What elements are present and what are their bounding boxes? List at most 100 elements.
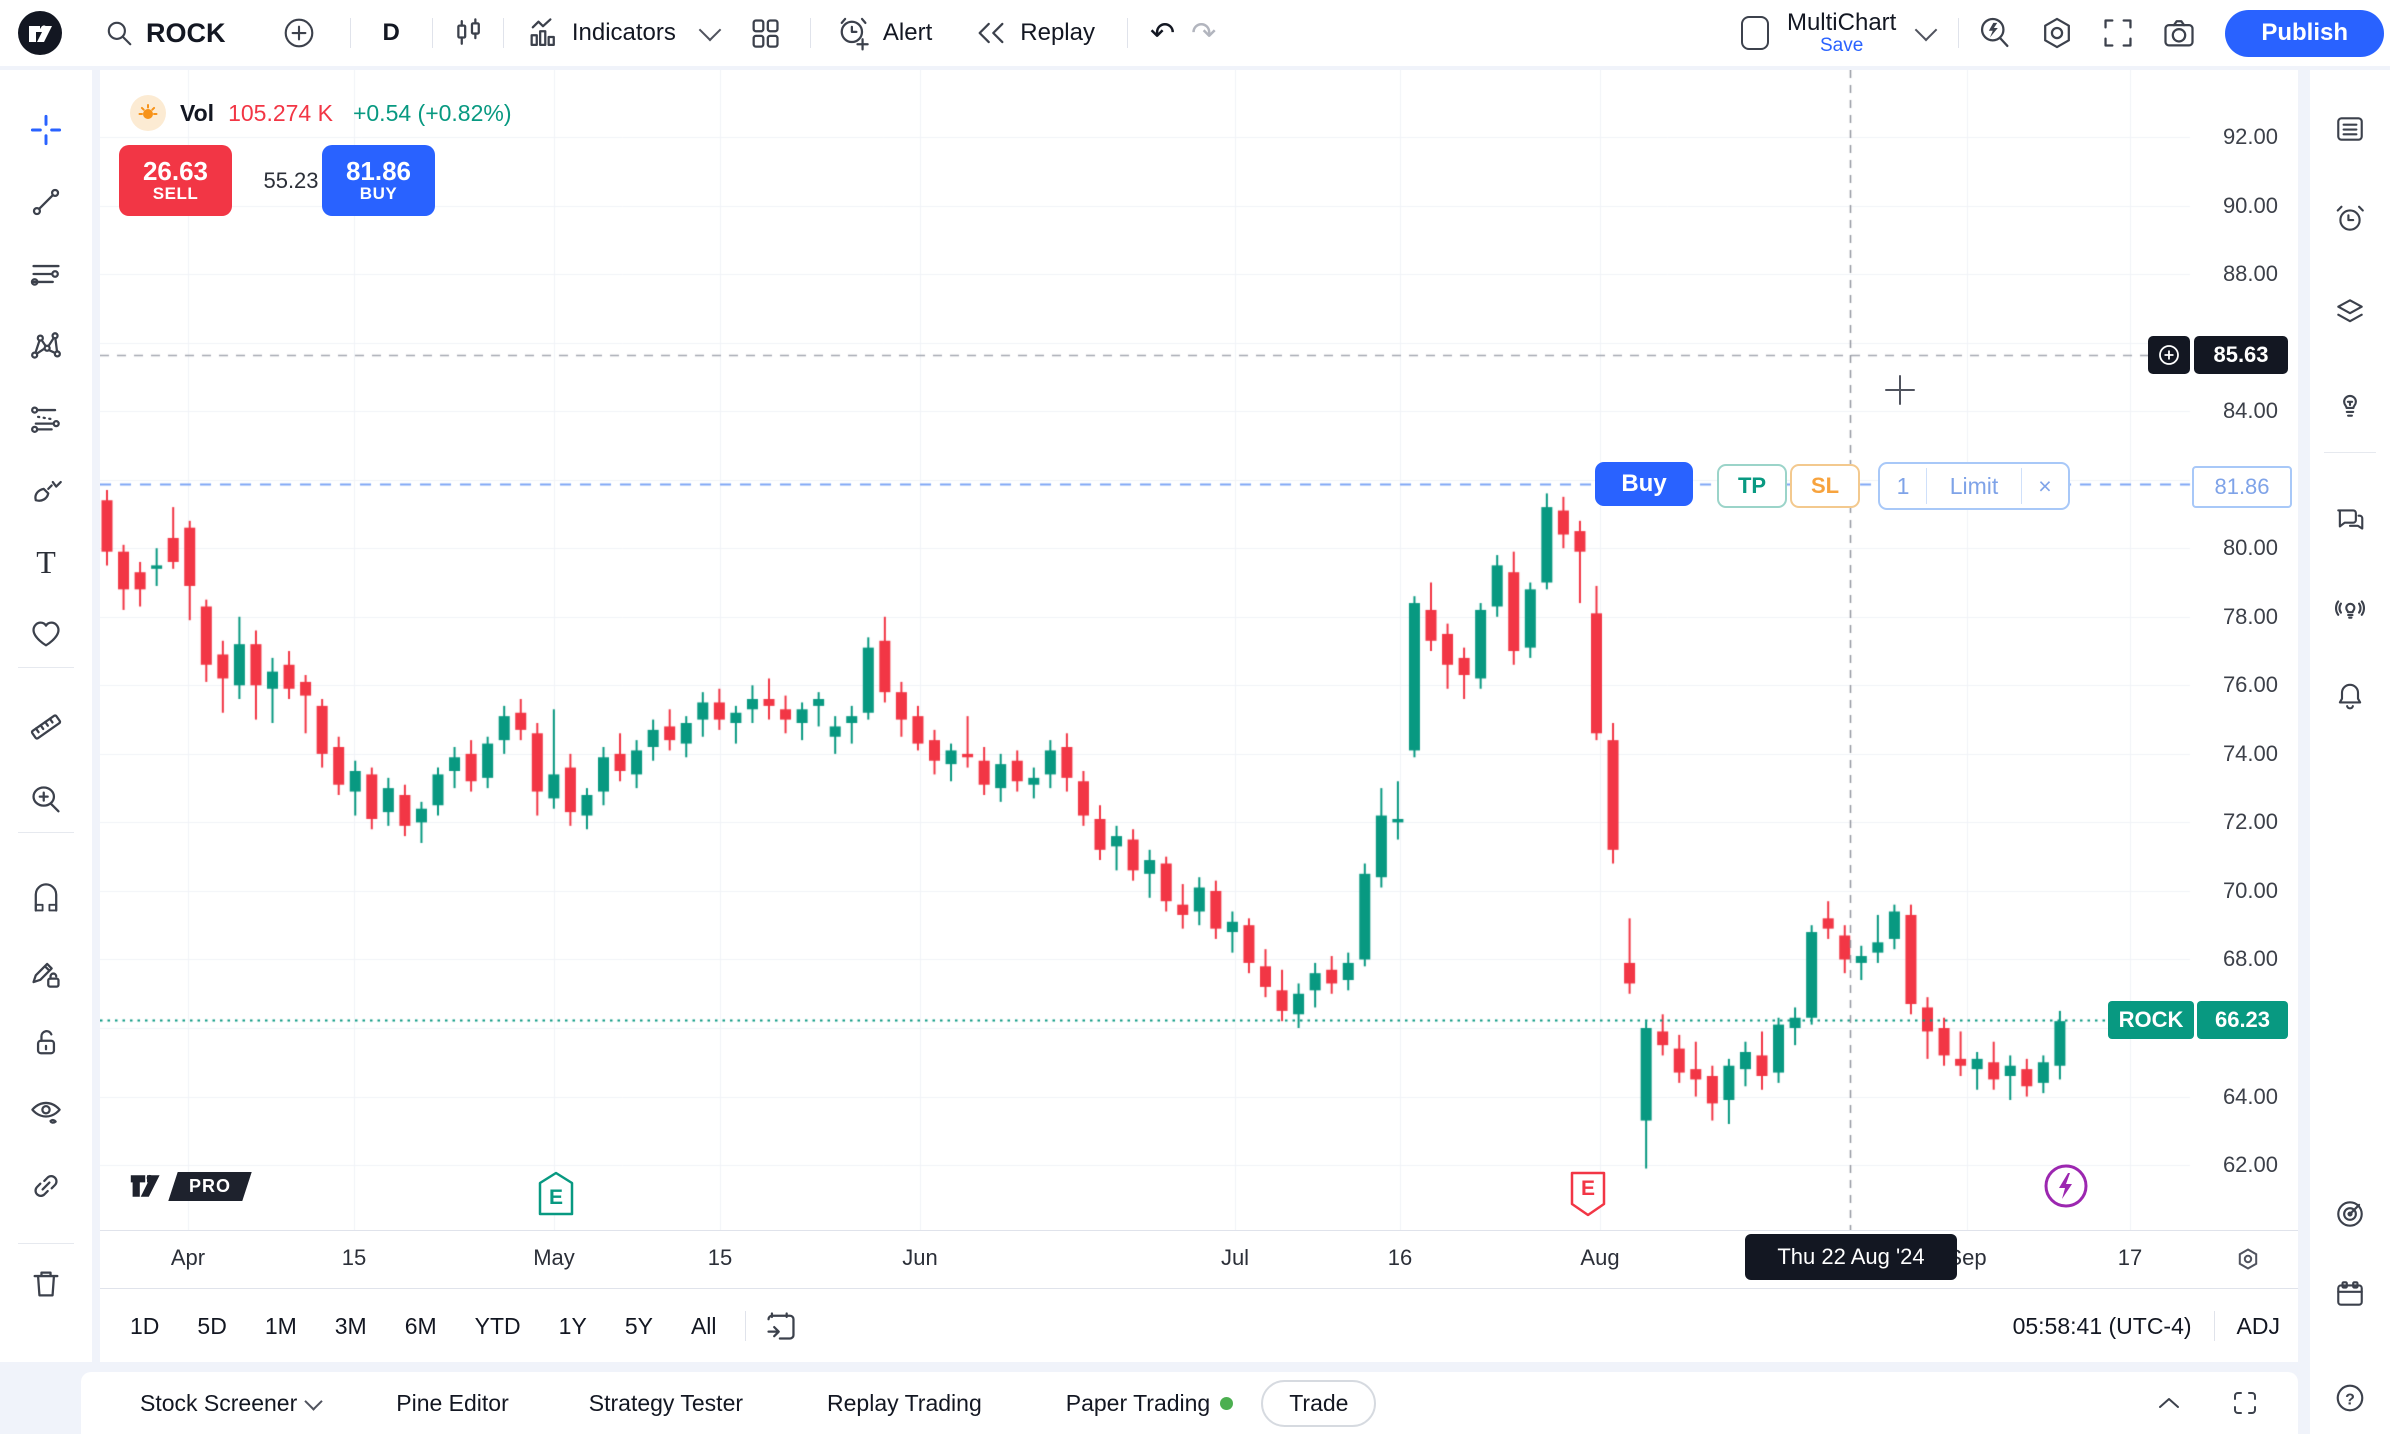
zoom-in-tool-icon[interactable]	[29, 783, 63, 817]
layout-chevron-icon[interactable]	[1915, 18, 1938, 42]
add-alert-plus-icon[interactable]	[2148, 336, 2190, 374]
ideas-lightbulb-icon[interactable]	[2334, 389, 2366, 421]
price-axis-label: 80.00	[2222, 535, 2278, 561]
projection-tool-icon[interactable]	[29, 401, 63, 435]
candlestick-chart[interactable]	[100, 70, 2298, 1230]
compare-add-icon[interactable]	[282, 16, 316, 50]
widget-divider	[1926, 468, 1927, 504]
range-button-5y[interactable]: 5Y	[624, 1312, 653, 1339]
remove-drawings-trash-icon[interactable]	[29, 1267, 63, 1301]
calendar-icon[interactable]	[2334, 1278, 2366, 1310]
indicators-button[interactable]: Indicators	[526, 16, 676, 50]
time-axis-label: Jun	[902, 1245, 938, 1270]
chart-legend: Vol 105.274 K +0.54 (+0.82%)	[130, 95, 512, 131]
market-session-sun-icon[interactable]	[130, 95, 166, 131]
indicator-templates-icon[interactable]	[748, 16, 782, 50]
tab-pine-editor[interactable]: Pine Editor	[396, 1389, 509, 1416]
time-axis-label: 17	[2117, 1245, 2143, 1270]
tab-strategy-tester[interactable]: Strategy Tester	[588, 1389, 744, 1416]
lock-all-icon[interactable]	[29, 1026, 63, 1060]
measure-ruler-icon[interactable]	[29, 710, 63, 744]
order-type-label[interactable]: Limit	[1949, 472, 1999, 499]
watchlist-icon[interactable]	[2334, 113, 2366, 145]
undo-icon[interactable]: ↶	[1149, 16, 1176, 50]
symbol-search[interactable]: ROCK	[104, 18, 226, 49]
range-button-all[interactable]: All	[690, 1312, 717, 1339]
sell-price: 26.63	[142, 155, 209, 186]
hide-drawings-eye-icon[interactable]	[29, 1095, 63, 1129]
range-toolbar: 1D 5D 1M 3M 6M YTD 1Y 5Y All 05:58:41 (UTC-4) AD…	[100, 1288, 2298, 1363]
time-axis-label: 16	[1387, 1245, 1413, 1270]
chart-type-icon[interactable]	[451, 16, 485, 50]
redo-icon[interactable]: ↷	[1191, 16, 1217, 50]
tab-paper-trading[interactable]: Paper Trading	[1066, 1390, 1234, 1417]
order-tp-chip[interactable]: TP	[1717, 464, 1787, 508]
layers-hotlist-icon[interactable]	[2334, 295, 2366, 327]
interval-button[interactable]: D	[382, 19, 400, 46]
crosshair-price-axis-label: 85.63	[2194, 336, 2288, 374]
range-button-1m[interactable]: 1M	[264, 1312, 297, 1339]
order-sl-chip[interactable]: SL	[1790, 464, 1860, 508]
save-button[interactable]: Save	[1819, 34, 1864, 56]
toolbar-divider	[2213, 1311, 2215, 1341]
time-axis[interactable]: Apr 15 May 15 Jun Jul 16 Aug Sep 17	[100, 1230, 2298, 1289]
pattern-tool-icon[interactable]	[29, 329, 63, 363]
event-lightning-badge[interactable]	[2043, 1163, 2089, 1209]
price-axis-label: 74.00	[2222, 740, 2278, 766]
order-buy-button[interactable]: Buy	[1595, 462, 1693, 506]
horizontal-lines-tool-icon[interactable]	[29, 257, 63, 291]
range-button-3m[interactable]: 3M	[334, 1312, 367, 1339]
bottom-panel: Stock Screener Pine Editor Strategy Test…	[81, 1372, 2298, 1434]
order-quantity[interactable]: 1	[1896, 472, 1910, 499]
magnet-tool-icon[interactable]	[29, 881, 63, 915]
snapshot-camera-icon[interactable]	[2161, 15, 2197, 51]
replay-label: Replay	[1020, 19, 1095, 46]
layout-checkbox-icon[interactable]	[1739, 13, 1771, 53]
alert-button[interactable]: Alert	[835, 15, 932, 51]
earnings-badge-may[interactable]: E	[536, 1170, 576, 1218]
collapse-panel-chevron-icon[interactable]	[2154, 1388, 2184, 1418]
go-to-date-icon[interactable]	[764, 1309, 798, 1343]
publish-button[interactable]: Publish	[2225, 9, 2384, 57]
maximize-panel-icon[interactable]	[2230, 1388, 2260, 1418]
buy-price: 81.86	[345, 155, 412, 186]
quick-search-icon[interactable]	[1977, 15, 2013, 51]
layout-menu[interactable]: MultiChart Save	[1787, 10, 1896, 55]
adjusted-data-toggle[interactable]: ADJ	[2236, 1312, 2280, 1339]
fullscreen-icon[interactable]	[2101, 16, 2135, 50]
brush-tool-icon[interactable]	[29, 473, 63, 507]
tab-replay-trading[interactable]: Replay Trading	[827, 1389, 982, 1416]
notifications-bell-icon[interactable]	[2334, 680, 2366, 712]
chats-icon[interactable]	[2334, 504, 2366, 536]
trade-button[interactable]: Trade	[1261, 1379, 1377, 1427]
order-close-icon[interactable]: ×	[2038, 472, 2052, 499]
replay-button[interactable]: Replay	[974, 16, 1095, 50]
object-tree-radar-icon[interactable]	[2334, 1198, 2366, 1230]
alerts-clock-icon[interactable]	[2334, 203, 2366, 235]
range-button-1y[interactable]: 1Y	[558, 1312, 587, 1339]
sell-button[interactable]: 26.63 SELL	[119, 145, 232, 216]
buy-button[interactable]: 81.86 BUY	[322, 145, 435, 216]
price-axis[interactable]: 92.00 90.00 88.00 84.00 80.00 78.00 76.00 74.00…	[2190, 70, 2290, 1230]
settings-gear-icon[interactable]	[2039, 15, 2075, 51]
trend-line-tool-icon[interactable]	[29, 185, 63, 219]
clock[interactable]: 05:58:41 (UTC-4)	[2012, 1312, 2192, 1339]
emoji-tool-icon[interactable]	[29, 617, 63, 651]
range-button-6m[interactable]: 6M	[404, 1312, 437, 1339]
indicators-chevron-icon[interactable]	[698, 18, 722, 42]
ideas-stream-icon[interactable]	[2334, 594, 2366, 626]
range-button-ytd[interactable]: YTD	[474, 1312, 521, 1339]
earnings-badge-aug[interactable]: E	[1568, 1170, 1608, 1218]
drawing-mode-lock-icon[interactable]	[29, 956, 63, 990]
axis-settings-gear-icon[interactable]	[2234, 1245, 2262, 1273]
range-button-1d[interactable]: 1D	[130, 1312, 160, 1339]
range-button-5d[interactable]: 5D	[197, 1312, 227, 1339]
crosshair-tool-icon[interactable]	[29, 113, 63, 147]
link-drawings-icon[interactable]	[29, 1169, 63, 1203]
volume-label[interactable]: Vol	[180, 99, 215, 126]
text-tool-icon[interactable]: T	[36, 543, 56, 580]
help-icon[interactable]: ?	[2334, 1382, 2366, 1414]
svg-text:?: ?	[2345, 1391, 2355, 1408]
tradingview-logo[interactable]	[18, 11, 62, 55]
tab-stock-screener[interactable]: Stock Screener	[140, 1390, 323, 1417]
